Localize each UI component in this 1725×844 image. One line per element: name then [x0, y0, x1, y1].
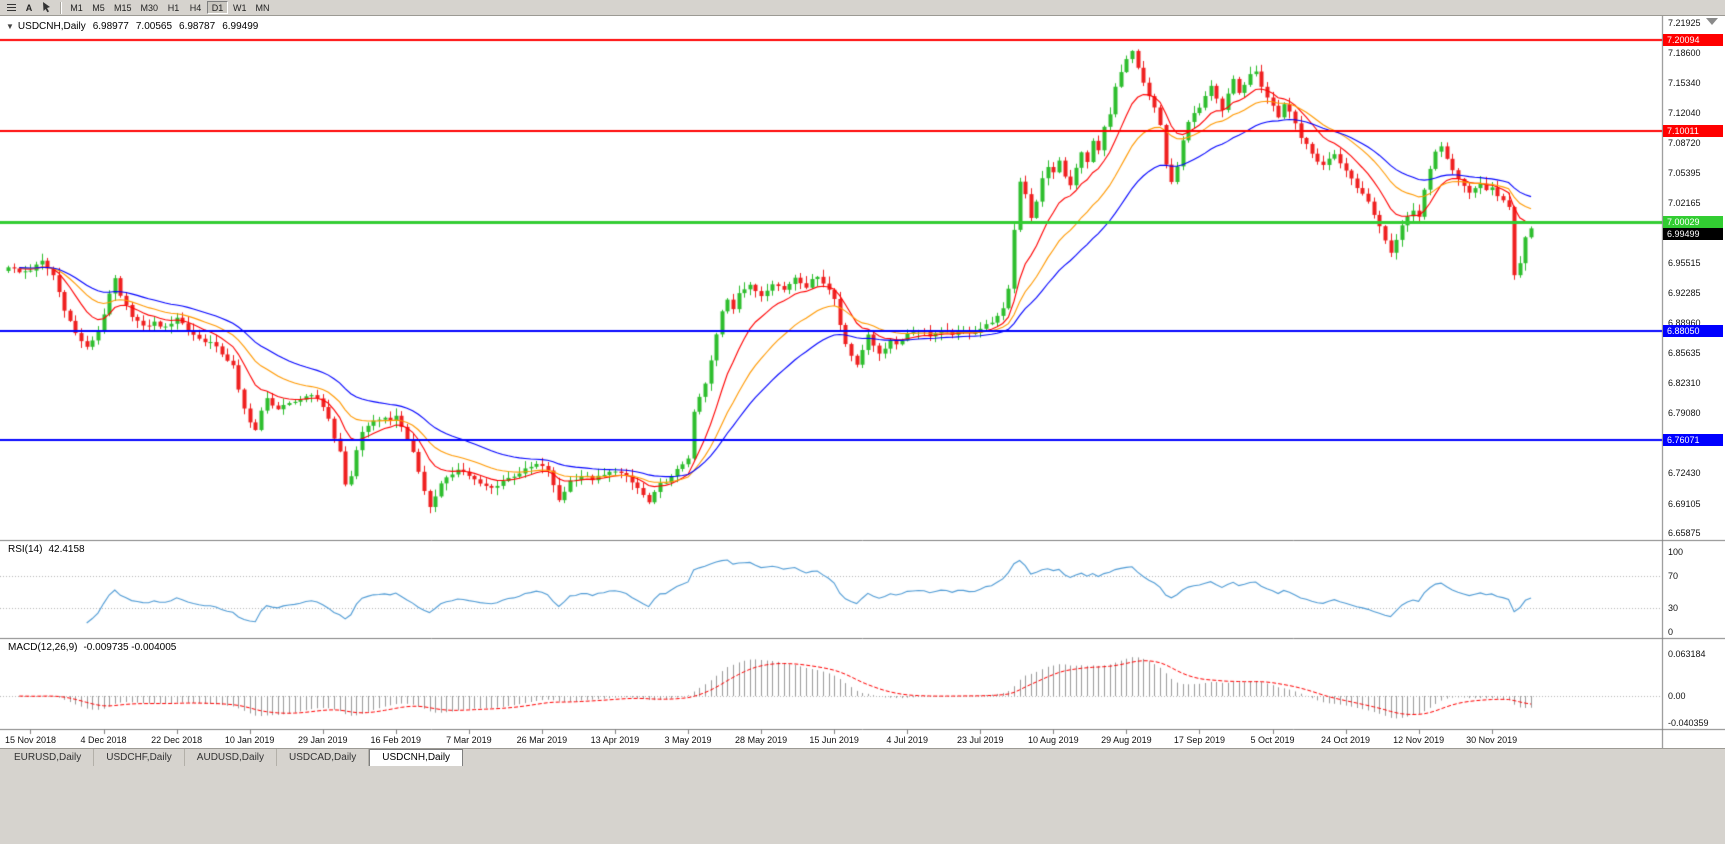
- price-axis-label: 6.88960: [1668, 317, 1701, 328]
- price-axis-badges: 7.20094 7.10011 7.00029 6.99499 6.88050 6.760…: [1663, 16, 1725, 748]
- macd-axis-label: 0.00: [1668, 691, 1686, 701]
- toolbar-separator: [60, 1, 61, 14]
- price-axis: 7.21925 7.18600 7.15340 7.12040 7.08720 7.053…: [1666, 16, 1724, 748]
- font-tool-icon[interactable]: A: [25, 2, 33, 13]
- timeframe-button-m1[interactable]: M1: [70, 3, 83, 13]
- timeframe-button-w1[interactable]: W1: [233, 3, 247, 13]
- date-axis-label: 12 Nov 2019: [1393, 735, 1445, 745]
- timeframe-button-m30[interactable]: M30: [140, 3, 159, 13]
- price-axis-label: 6.69105: [1668, 498, 1701, 509]
- rsi-name: RSI(14): [8, 544, 43, 555]
- cursor-tool-icon[interactable]: [39, 1, 55, 14]
- price-axis-label: 7.05395: [1668, 168, 1701, 179]
- collapse-arrow-icon[interactable]: ▼: [6, 22, 14, 31]
- timeframe-button-h4[interactable]: H4: [189, 3, 202, 13]
- rsi-axis-label: 30: [1668, 603, 1679, 613]
- price-axis-label: 7.18600: [1668, 48, 1701, 59]
- chart-tab-usdcad[interactable]: USDCAD,Daily: [277, 749, 370, 766]
- timeframe-button-m15[interactable]: M15: [114, 3, 132, 13]
- chart-symbol-title: USDCNH,Daily: [17, 21, 86, 32]
- chart-tabbar: EURUSD,Daily USDCHF,Daily AUDUSD,Daily USDC…: [0, 748, 1725, 766]
- chart-tab-usdcnh[interactable]: USDCNH,Daily: [369, 749, 464, 766]
- date-axis-label: 3 May 2019: [664, 735, 712, 745]
- date-axis-label: 10 Jan 2019: [224, 735, 275, 745]
- date-axis-label: 24 Oct 2019: [1321, 735, 1371, 745]
- timeframe-button-d1[interactable]: D1: [207, 1, 229, 14]
- date-axis-label: 15 Nov 2018: [4, 735, 56, 745]
- hline-price-badge: 7.20094: [1663, 33, 1723, 46]
- chart-tab-eurusd[interactable]: EURUSD,Daily: [2, 749, 95, 766]
- price-axis-label: 6.79080: [1668, 407, 1701, 418]
- chart-shift-marker-icon: [1706, 18, 1718, 25]
- hline-price-badge: 7.10011: [1663, 125, 1723, 138]
- chart-ohlc-header: ▼ USDCNH,Daily 6.98977 7.00565 6.98787 6.9949…: [6, 21, 258, 32]
- price-axis-label: 6.82310: [1668, 378, 1701, 389]
- ohlc-low: 6.98787: [179, 21, 216, 32]
- chart-tab-usdchf[interactable]: USDCHF,Daily: [94, 749, 185, 766]
- date-axis-label: 4 Dec 2018: [80, 735, 127, 745]
- date-axis-label: 30 Nov 2019: [1466, 735, 1518, 745]
- date-axis-label: 22 Dec 2018: [151, 735, 203, 745]
- hline-price-badge: 6.88050: [1663, 325, 1723, 338]
- ohlc-close: 6.99499: [222, 21, 259, 32]
- date-axis-label: 5 Oct 2019: [1250, 735, 1295, 745]
- macd-name: MACD(12,26,9): [8, 642, 78, 653]
- macd-axis-label: 0.063184: [1668, 648, 1706, 659]
- price-axis-label: 7.08720: [1668, 138, 1701, 149]
- hline-price-badge: 7.00029: [1663, 216, 1723, 229]
- date-axis-label: 13 Apr 2019: [590, 735, 640, 745]
- rsi-axis-label: 0: [1668, 627, 1674, 637]
- macd-indicator-label: MACD(12,26,9) -0.009735 -0.004005: [8, 642, 176, 653]
- cursor-arrow-icon: [43, 2, 50, 13]
- ohlc-open: 6.98977: [92, 21, 129, 32]
- hline-price-badge: 6.76071: [1663, 434, 1723, 447]
- price-axis-label: 6.65875: [1668, 528, 1701, 538]
- price-axis-label: 7.02165: [1668, 197, 1701, 208]
- price-axis-label: 6.72430: [1668, 468, 1701, 479]
- date-axis-label: 29 Aug 2019: [1101, 735, 1152, 745]
- price-axis-label: 6.92285: [1668, 287, 1701, 298]
- date-axis-label: 23 Jul 2019: [956, 735, 1004, 745]
- macd-axis-label: -0.040359: [1668, 717, 1709, 728]
- indicator-axis: 100 70 30 0 0.063184 0.00 -0.040359: [1666, 16, 1724, 748]
- timeframe-button-group: M1 M5 M15 M30 H1 H4 D1 W1 MN: [66, 1, 274, 14]
- chart-window: ▼ USDCNH,Daily 6.98977 7.00565 6.98787 6.9949…: [0, 16, 1725, 748]
- macd-current-values: -0.009735 -0.004005: [83, 642, 177, 653]
- timeframe-button-h1[interactable]: H1: [167, 3, 180, 13]
- date-axis-label: 17 Sep 2019: [1173, 735, 1225, 745]
- rsi-axis-label: 70: [1668, 571, 1679, 581]
- date-axis-label: 7 Mar 2019: [446, 735, 492, 745]
- timeframe-button-m5[interactable]: M5: [92, 3, 105, 13]
- date-axis-label: 10 Aug 2019: [1028, 735, 1079, 745]
- date-axis-label: 26 Mar 2019: [516, 735, 568, 745]
- chart-tab-audusd[interactable]: AUDUSD,Daily: [185, 749, 278, 766]
- price-axis-label: 6.85635: [1668, 348, 1701, 359]
- rsi-current-value: 42.4158: [48, 544, 85, 555]
- price-axis-label: 7.15340: [1668, 77, 1701, 88]
- rsi-indicator-label: RSI(14) 42.4158: [8, 544, 85, 555]
- price-axis-label: 7.21925: [1668, 18, 1701, 28]
- toolbar: A M1 M5 M15 M30 H1 H4 D1 W1 MN: [0, 0, 1725, 16]
- rsi-axis-label: 100: [1668, 547, 1684, 557]
- ohlc-high: 7.00565: [135, 21, 173, 32]
- chart-canvas[interactable]: [0, 16, 1725, 748]
- date-axis-label: 29 Jan 2019: [297, 735, 348, 745]
- date-axis-label: 15 Jun 2019: [809, 735, 859, 745]
- date-axis-label: 4 Jul 2019: [886, 735, 928, 745]
- date-axis-label: 28 May 2019: [735, 735, 788, 745]
- price-axis-label: 7.12040: [1668, 107, 1701, 118]
- timeframe-button-mn[interactable]: MN: [255, 3, 270, 13]
- price-axis-label: 6.95515: [1668, 258, 1701, 269]
- date-axis: 15 Nov 2018 4 Dec 2018 22 Dec 2018 10 Jan 2…: [0, 16, 1662, 748]
- date-axis-label: 16 Feb 2019: [370, 735, 422, 745]
- charts-list-icon[interactable]: [3, 1, 19, 14]
- bid-price-badge: 6.99499: [1663, 228, 1723, 241]
